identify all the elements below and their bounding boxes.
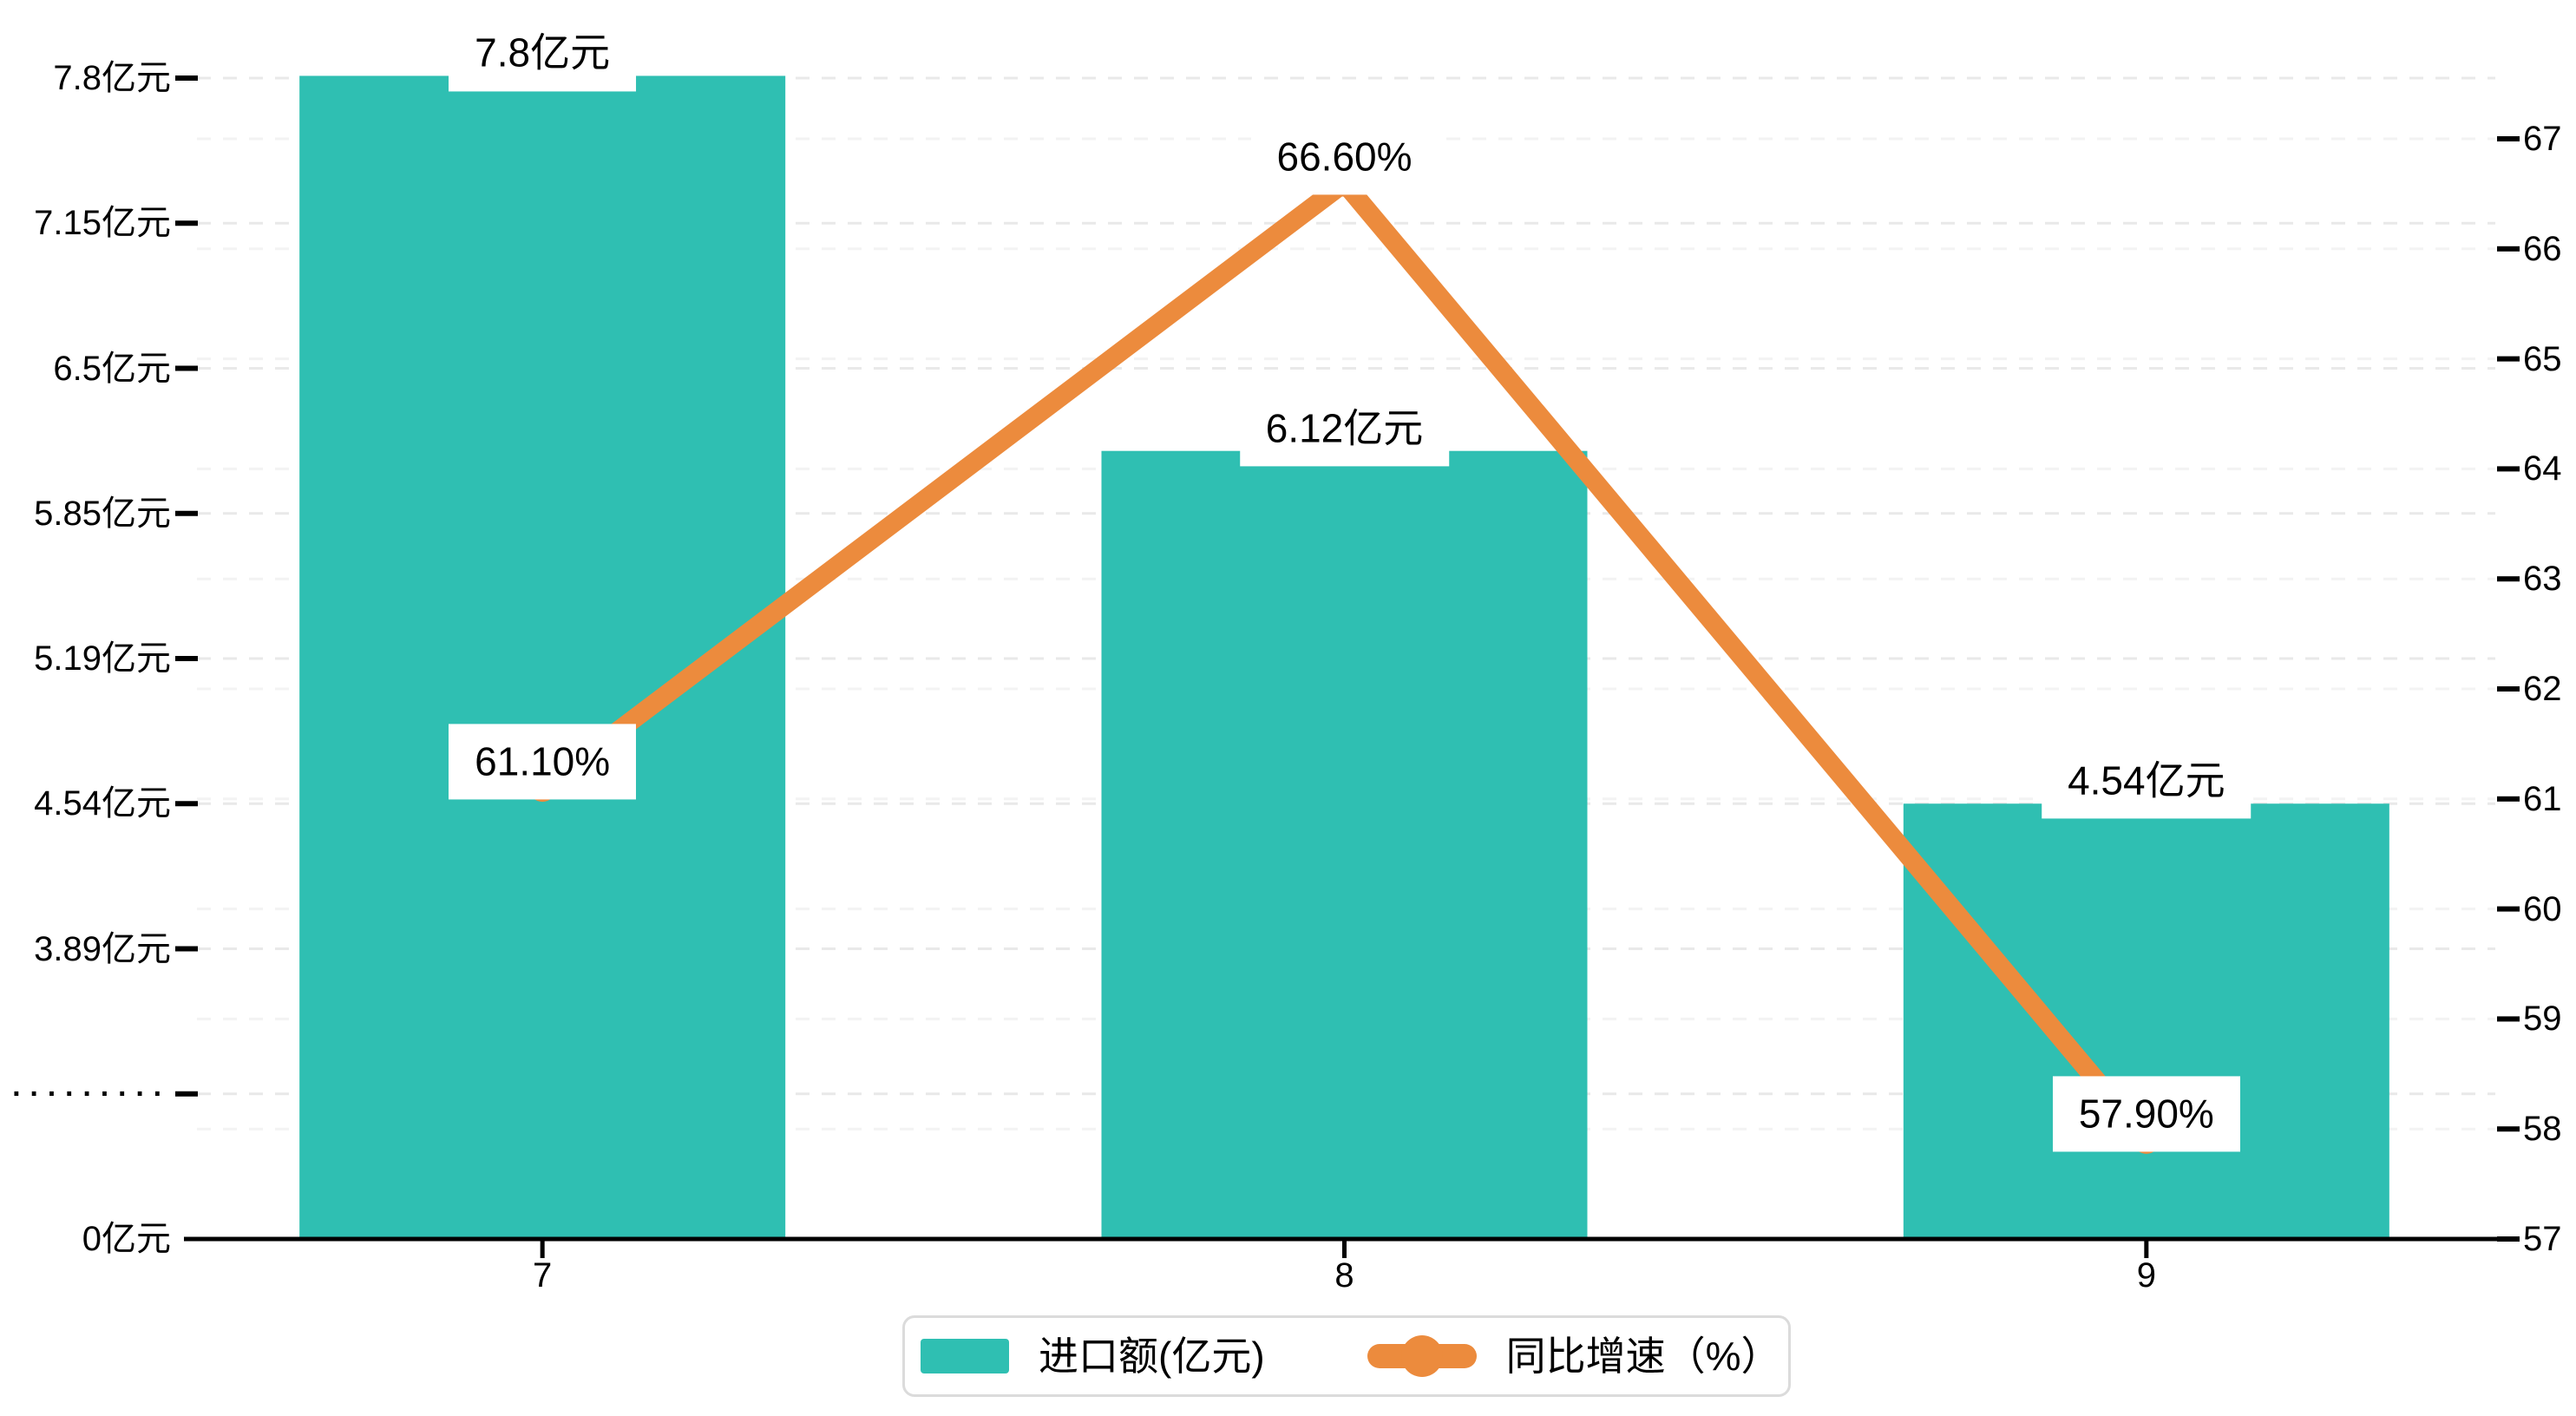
growth-value-label: 57.90% <box>2052 1076 2240 1152</box>
legend-item-imports[interactable]: 进口额(亿元) <box>921 1336 1265 1376</box>
left-axis-tick <box>175 801 198 807</box>
right-axis-tick <box>2497 246 2520 252</box>
legend: 进口额(亿元) 同比增速（%） <box>902 1315 1791 1397</box>
right-axis-tick <box>2497 136 2520 141</box>
left-axis-tick <box>175 510 198 516</box>
legend-item-growth[interactable]: 同比增速（%） <box>1367 1334 1781 1379</box>
left-tick-label: ········· <box>12 1077 171 1111</box>
bar-value-label: 6.12亿元 <box>1239 390 1450 467</box>
left-tick-label: 6.5亿元 <box>53 349 171 388</box>
right-tick-label: 60 <box>2523 889 2562 928</box>
right-axis-tick <box>2497 686 2520 692</box>
right-axis-tick <box>2497 1236 2520 1242</box>
right-tick-label: 59 <box>2523 1000 2562 1039</box>
right-axis-tick <box>2497 906 2520 912</box>
right-tick-label: 67 <box>2523 120 2562 158</box>
growth-value-label: 66.60% <box>1250 119 1439 195</box>
right-axis-tick <box>2497 466 2520 472</box>
left-tick-label: 5.85亿元 <box>34 494 171 533</box>
right-axis-tick <box>2497 796 2520 802</box>
x-tick-label: 8 <box>1334 1256 1354 1295</box>
legend-label-imports: 进口额(亿元) <box>1039 1334 1265 1379</box>
x-tick-label: 9 <box>2136 1256 2156 1295</box>
right-axis-tick <box>2497 356 2520 362</box>
bar-month-8[interactable] <box>1101 450 1588 1239</box>
right-tick-label: 63 <box>2523 560 2562 599</box>
left-tick-label: 5.19亿元 <box>34 639 171 678</box>
left-tick-label: 4.54亿元 <box>34 784 171 823</box>
line-series-swatch <box>1367 1335 1477 1377</box>
left-axis-tick <box>175 1091 198 1097</box>
bar-value-label: 4.54亿元 <box>2042 743 2252 819</box>
right-axis-tick <box>2497 576 2520 582</box>
bar-month-9[interactable] <box>1903 803 2389 1239</box>
left-axis-tick <box>175 365 198 371</box>
left-axis-tick <box>175 946 198 952</box>
right-tick-label: 57 <box>2523 1220 2562 1258</box>
right-tick-label: 65 <box>2523 339 2562 378</box>
bar-series-swatch <box>921 1339 1009 1373</box>
left-tick-label: 7.15亿元 <box>34 204 171 243</box>
left-tick-label: 3.89亿元 <box>34 929 171 968</box>
left-axis-tick <box>175 75 198 81</box>
legend-label-growth: 同比增速（%） <box>1505 1334 1781 1379</box>
right-axis-tick <box>2497 1126 2520 1132</box>
right-tick-label: 58 <box>2523 1110 2562 1149</box>
growth-value-label: 61.10% <box>449 724 637 800</box>
right-tick-label: 61 <box>2523 779 2562 818</box>
right-tick-label: 64 <box>2523 449 2562 488</box>
left-tick-label: 0亿元 <box>82 1220 171 1258</box>
right-tick-label: 66 <box>2523 229 2562 268</box>
line-marker-icon <box>1400 1335 1443 1377</box>
left-tick-label: 7.8亿元 <box>53 59 171 97</box>
left-axis-tick <box>175 656 198 661</box>
right-axis-tick <box>2497 1016 2520 1022</box>
bar-value-label: 7.8亿元 <box>449 15 637 92</box>
right-tick-label: 62 <box>2523 670 2562 708</box>
x-tick-label: 7 <box>533 1256 553 1295</box>
left-axis-tick <box>175 220 198 226</box>
